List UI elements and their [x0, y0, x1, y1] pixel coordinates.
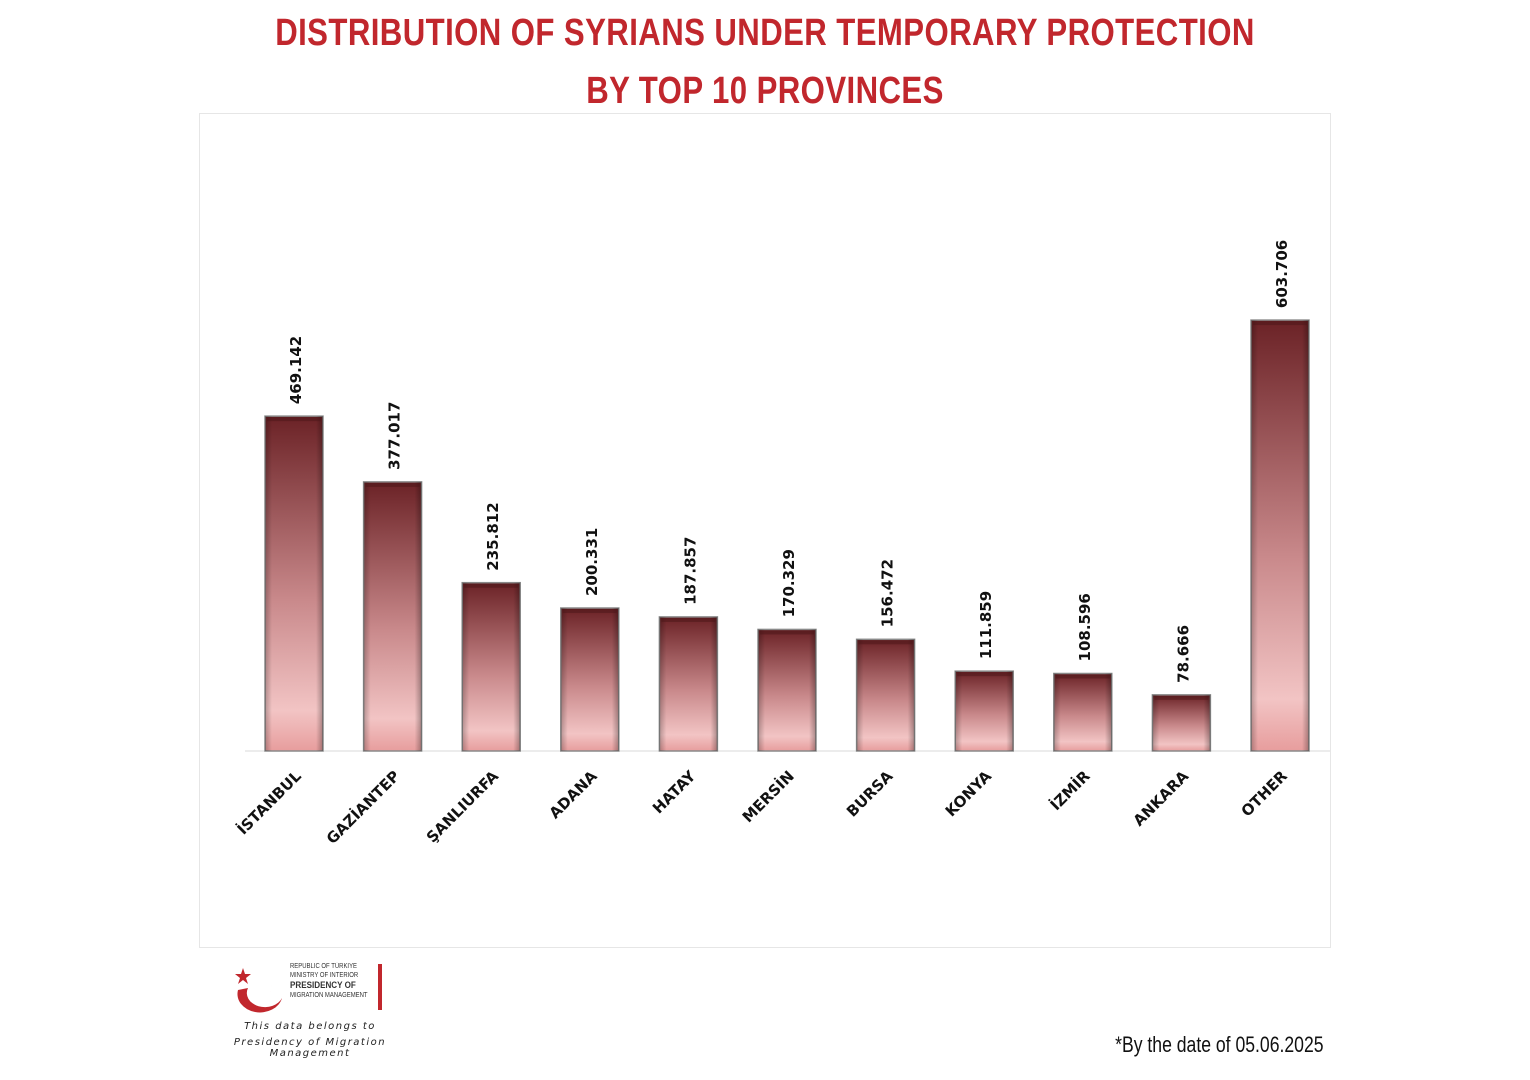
chart-title-line1: DISTRIBUTION OF SYRIANS UNDER TEMPORARY …	[275, 12, 1255, 54]
value-label-5: 170.329	[780, 549, 798, 617]
bar-cap-2	[464, 583, 519, 588]
chart-title-line2: BY TOP 10 PROVINCES	[586, 70, 944, 112]
logo-line1: REPUBLIC OF TÜRKIYE	[290, 963, 358, 970]
value-label-0: 469.142	[287, 336, 305, 404]
category-label-10: OTHER	[1238, 767, 1292, 821]
logo-line2: MINISTRY OF INTERIOR	[290, 972, 359, 979]
category-label-7: KONYA	[942, 767, 996, 821]
bar-cap-10	[1253, 321, 1307, 326]
credit-line1: This data belongs to	[244, 1021, 376, 1032]
category-label-4: HATAY	[649, 766, 700, 817]
bar-cap-0	[267, 417, 321, 422]
bar-shade-7	[955, 671, 1014, 751]
value-label-4: 187.857	[681, 537, 699, 605]
category-label-2: ŞANLIURFA	[423, 767, 502, 846]
bar-shade-6	[856, 639, 915, 751]
bar-shade-10	[1251, 320, 1309, 751]
logo-accent-bar	[378, 964, 382, 1010]
bar-cap-8	[1055, 674, 1110, 679]
value-label-9: 78.666	[1174, 625, 1192, 683]
category-label-3: ADANA	[546, 767, 601, 822]
category-label-6: BURSA	[843, 767, 897, 821]
bar-cap-7	[957, 672, 1012, 677]
value-label-8: 108.596	[1076, 593, 1094, 661]
logo-text: REPUBLIC OF TÜRKIYE MINISTRY OF INTERIOR…	[290, 962, 368, 1000]
value-label-7: 111.859	[977, 591, 995, 659]
credit-line2: Presidency of Migration Management	[233, 1037, 387, 1059]
logo-line4: MIGRATION MANAGEMENT	[290, 992, 368, 999]
bar-shade-3	[560, 608, 619, 751]
bar-shade-1	[363, 481, 422, 751]
bar-shade-9	[1152, 694, 1211, 751]
bar-cap-5	[760, 630, 814, 635]
category-label-0: İSTANBUL	[233, 766, 305, 838]
category-label-5: MERSİN	[738, 766, 798, 826]
crescent-star-icon	[235, 968, 282, 1013]
value-label-10: 603.706	[1273, 240, 1291, 308]
bar-cap-4	[661, 617, 716, 622]
logo: REPUBLIC OF TÜRKIYE MINISTRY OF INTERIOR…	[230, 960, 430, 1020]
category-label-1: GAZİANTEP	[322, 766, 403, 847]
value-label-6: 156.472	[879, 559, 897, 627]
bar-cap-6	[858, 640, 913, 645]
bar-cap-3	[562, 609, 617, 614]
bar-shade-2	[462, 582, 521, 751]
value-label-2: 235.812	[484, 502, 502, 570]
bar-shade-0	[265, 416, 323, 751]
category-label-9: ANKARA	[1130, 767, 1193, 830]
bar-cap-1	[365, 482, 420, 487]
bar-shade-5	[758, 629, 816, 751]
logo-line3: PRESIDENCY OF	[290, 980, 356, 991]
bar-cap-9	[1154, 695, 1209, 700]
bar-shade-4	[659, 616, 718, 751]
value-label-1: 377.017	[386, 402, 404, 470]
bar-shade-8	[1053, 673, 1112, 751]
date-note: *By the date of 05.06.2025	[1115, 1032, 1324, 1057]
category-label-8: İZMİR	[1046, 766, 1094, 814]
value-label-3: 200.331	[583, 528, 601, 596]
